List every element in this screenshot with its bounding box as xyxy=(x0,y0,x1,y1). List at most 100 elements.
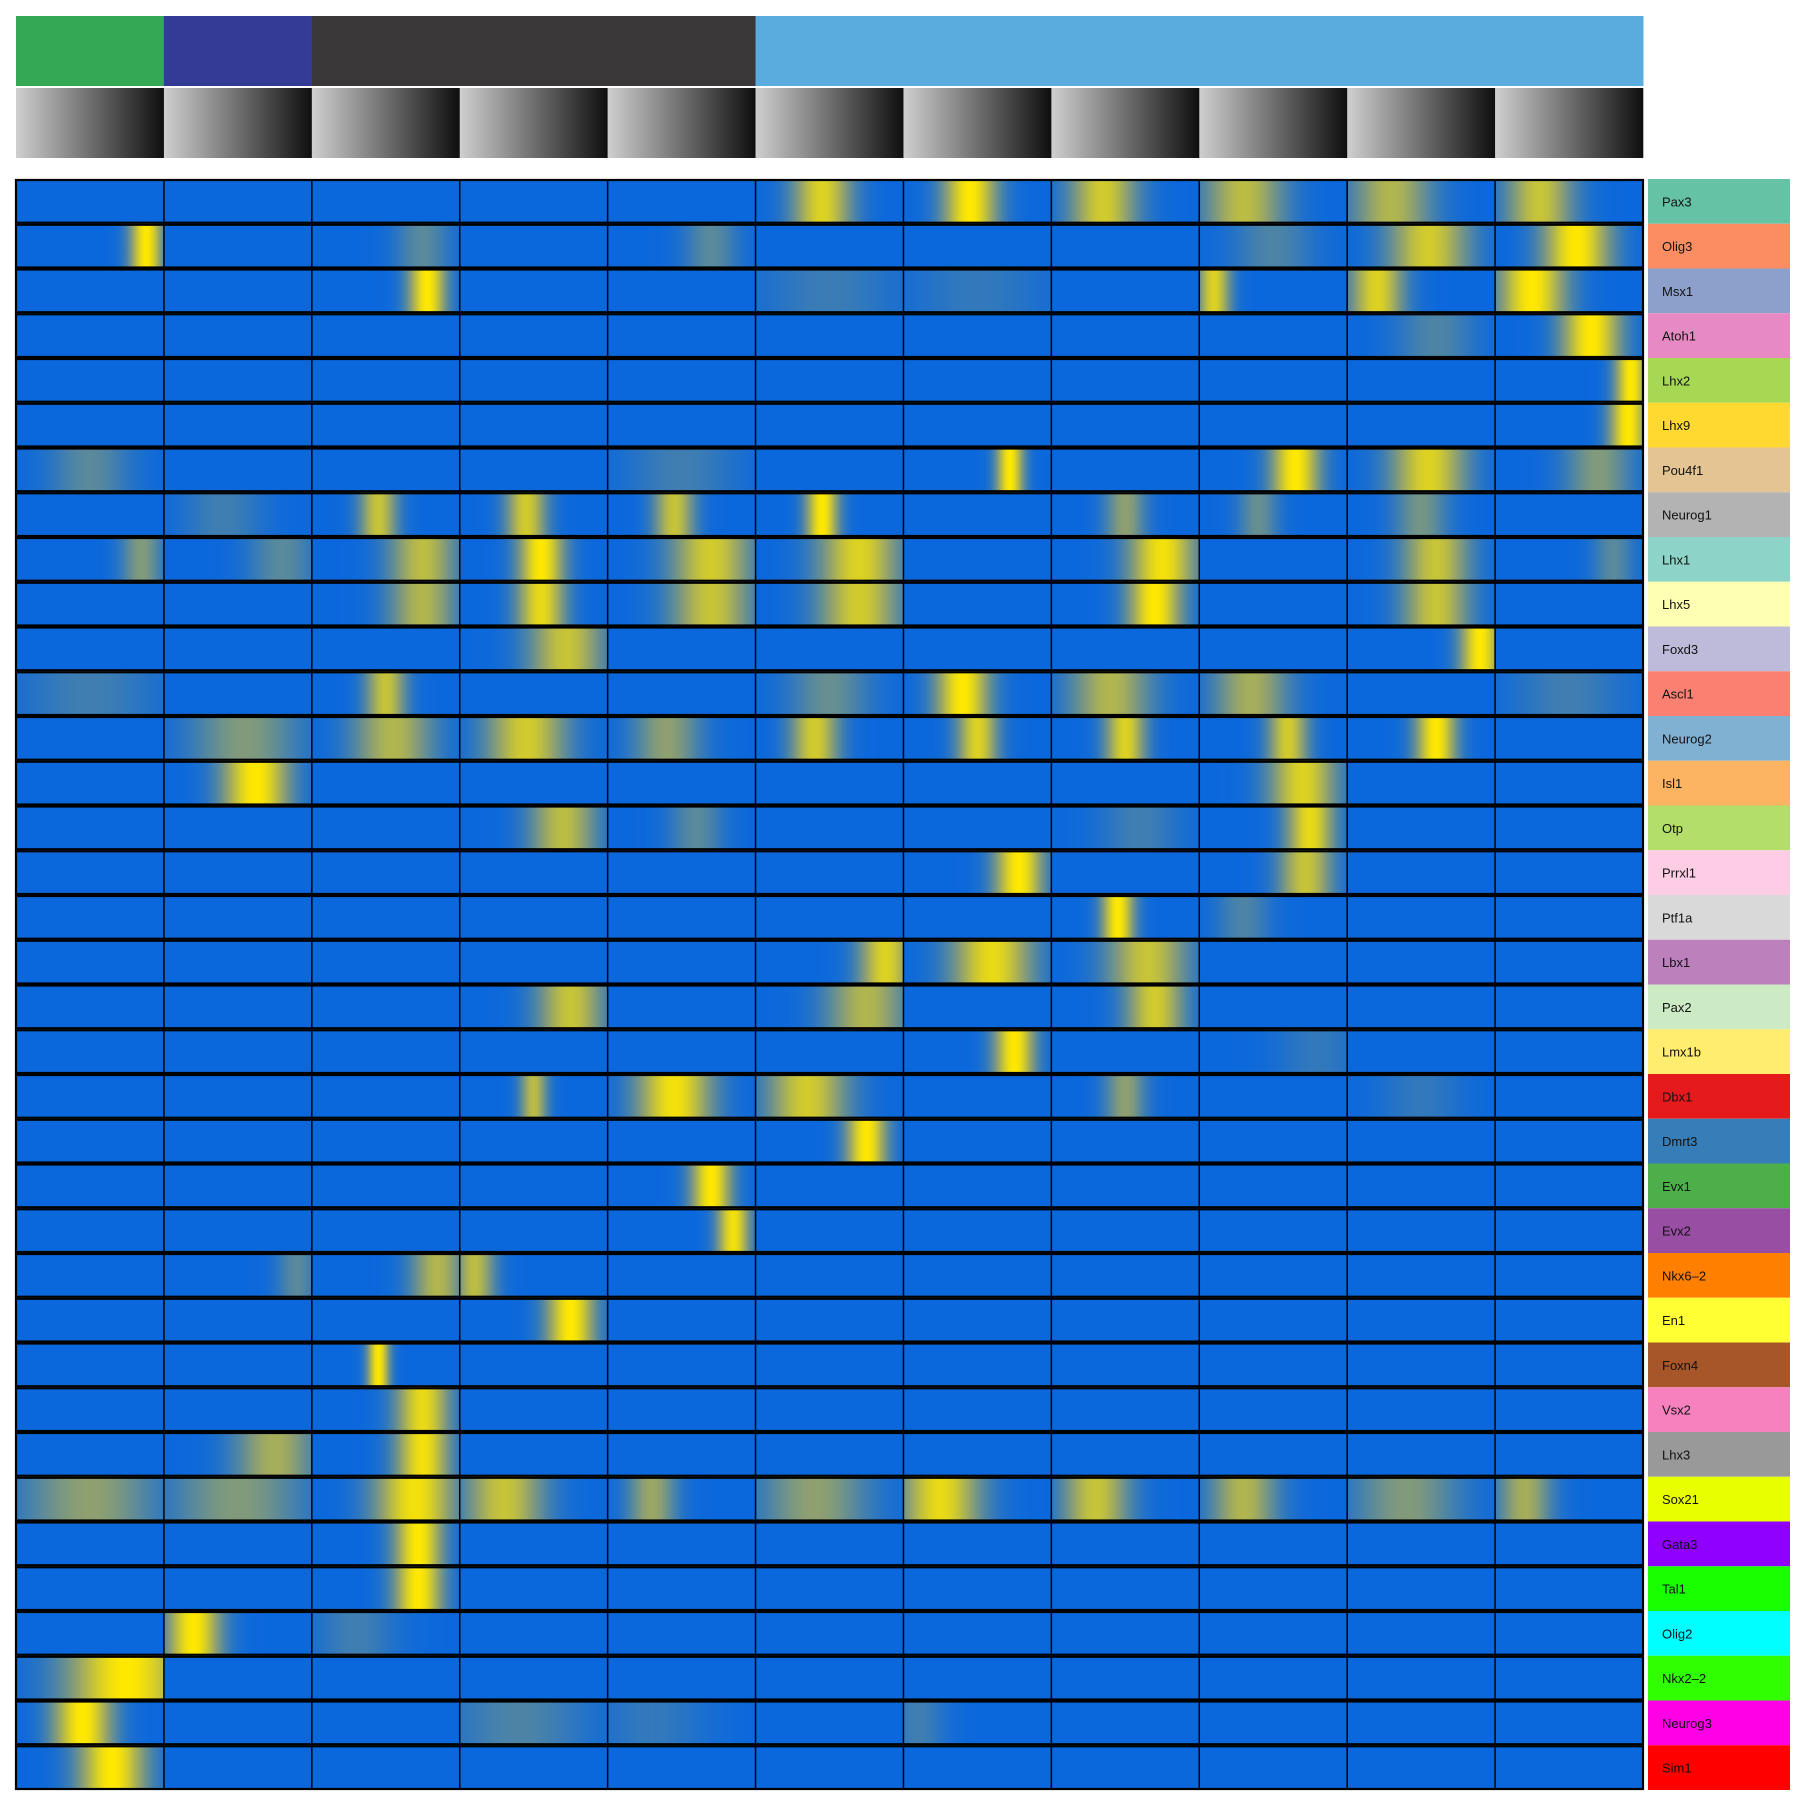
heat-cell xyxy=(311,1655,460,1701)
pseudotime-block-2 xyxy=(163,88,313,158)
heat-cell xyxy=(1347,1611,1496,1656)
heat-cell xyxy=(607,939,756,985)
heat-cell xyxy=(1495,492,1643,537)
heat-cell xyxy=(311,268,460,314)
heat-cell xyxy=(1495,1297,1643,1343)
heat-cell xyxy=(459,1163,608,1209)
heat-cell xyxy=(459,492,608,537)
heat-cell xyxy=(163,179,312,224)
gene-label-swatch xyxy=(1648,1074,1790,1119)
gene-label-swatch xyxy=(1648,1611,1790,1656)
heat-cell xyxy=(903,537,1052,582)
heat-cell xyxy=(1051,537,1200,582)
heat-cell xyxy=(16,895,164,940)
heat-cell xyxy=(607,1029,756,1074)
gene-label-swatch xyxy=(1648,1253,1790,1298)
heat-cell xyxy=(16,1253,164,1298)
heat-cell xyxy=(903,1029,1052,1074)
heat-cell xyxy=(1347,447,1496,493)
gene-label-swatch xyxy=(1648,1387,1790,1432)
row-border xyxy=(14,581,1645,627)
heat-cell xyxy=(607,760,756,806)
heat-cell xyxy=(163,1521,312,1567)
row-border xyxy=(14,1297,1645,1343)
heat-cell xyxy=(607,268,756,314)
heat-cell xyxy=(16,1700,164,1746)
heat-cell xyxy=(755,939,904,985)
pseudotime-block-6 xyxy=(755,88,904,158)
heat-cell xyxy=(903,1432,1052,1477)
heat-cell xyxy=(903,850,1052,895)
heat-cell xyxy=(1495,1432,1643,1477)
heat-cell xyxy=(903,1208,1052,1253)
heatmap-row-Pax2 xyxy=(14,984,1645,1030)
heatmap-row-Neurog2 xyxy=(14,715,1645,761)
heat-cell xyxy=(16,850,164,895)
heat-cell xyxy=(311,313,460,358)
heat-cell xyxy=(16,223,164,269)
heatmap-row-Foxd3 xyxy=(14,626,1645,672)
heat-cell xyxy=(607,1163,756,1209)
heatmap-row-Lhx1 xyxy=(14,536,1645,582)
heat-cell xyxy=(607,223,756,269)
heat-cell xyxy=(1495,626,1643,672)
gene-label-swatch xyxy=(1648,1297,1790,1343)
heat-cell xyxy=(311,895,460,940)
heat-cell xyxy=(1347,716,1496,761)
heat-cell xyxy=(163,1611,312,1656)
row-border xyxy=(14,760,1645,806)
heat-cell xyxy=(459,805,608,851)
gene-label: Lhx3 xyxy=(1662,1447,1690,1462)
heat-cell xyxy=(607,895,756,940)
gene-label-swatch xyxy=(1648,1163,1790,1209)
heat-cell xyxy=(755,1745,904,1790)
gene-label-column: Pax3 Olig3 Msx1 Atoh1 Lhx2 Lhx9 Pou4f1 Neurog1 L… xyxy=(1648,179,1790,1790)
heat-cell xyxy=(1347,1253,1496,1298)
heat-cell xyxy=(1495,1253,1643,1298)
heat-cell xyxy=(1347,537,1496,582)
heat-cell xyxy=(607,313,756,358)
heat-cell xyxy=(755,581,904,627)
heatmap-row-Evx1 xyxy=(14,1163,1645,1209)
heat-cell xyxy=(1051,1745,1200,1790)
heat-cell xyxy=(607,1253,756,1298)
heat-cell xyxy=(755,805,904,851)
heat-cell xyxy=(459,1342,608,1388)
heat-cell xyxy=(459,671,608,716)
heatmap-row-Lmx1b xyxy=(14,1029,1645,1075)
heat-cell xyxy=(163,1297,312,1343)
gene-label: Ptf1a xyxy=(1662,910,1693,925)
row-border xyxy=(14,313,1645,359)
heat-cell xyxy=(903,358,1052,403)
heat-cell xyxy=(1051,1700,1200,1746)
heat-cell xyxy=(163,805,312,851)
heat-cell xyxy=(459,1611,608,1656)
heat-cell xyxy=(755,671,904,716)
heatmap-row-Lhx2 xyxy=(14,357,1645,403)
row-border xyxy=(14,671,1645,717)
gene-label: Dmrt3 xyxy=(1662,1134,1697,1149)
heat-cell xyxy=(163,1074,312,1119)
heat-cell xyxy=(163,1163,312,1209)
heat-cell xyxy=(903,1253,1052,1298)
heat-cell xyxy=(16,1297,164,1343)
row-border xyxy=(14,1745,1645,1791)
heat-cell xyxy=(755,850,904,895)
heat-cell xyxy=(1495,1521,1643,1567)
heat-cell xyxy=(311,626,460,672)
heat-cell xyxy=(1495,268,1643,314)
heat-cell xyxy=(1051,1611,1200,1656)
heat-cell xyxy=(1495,1700,1643,1746)
gene-label: Foxn4 xyxy=(1662,1358,1698,1373)
heat-cell xyxy=(1495,1208,1643,1253)
heat-cell xyxy=(459,447,608,493)
heat-cell xyxy=(1347,313,1496,358)
heat-cell xyxy=(1347,760,1496,806)
row-border xyxy=(14,626,1645,672)
heat-cell xyxy=(1199,358,1348,403)
heat-cell xyxy=(1347,626,1496,672)
heat-cell xyxy=(16,1655,164,1701)
heat-cell xyxy=(459,1029,608,1074)
heat-cell xyxy=(1051,626,1200,672)
gene-label-swatch xyxy=(1648,1342,1790,1388)
